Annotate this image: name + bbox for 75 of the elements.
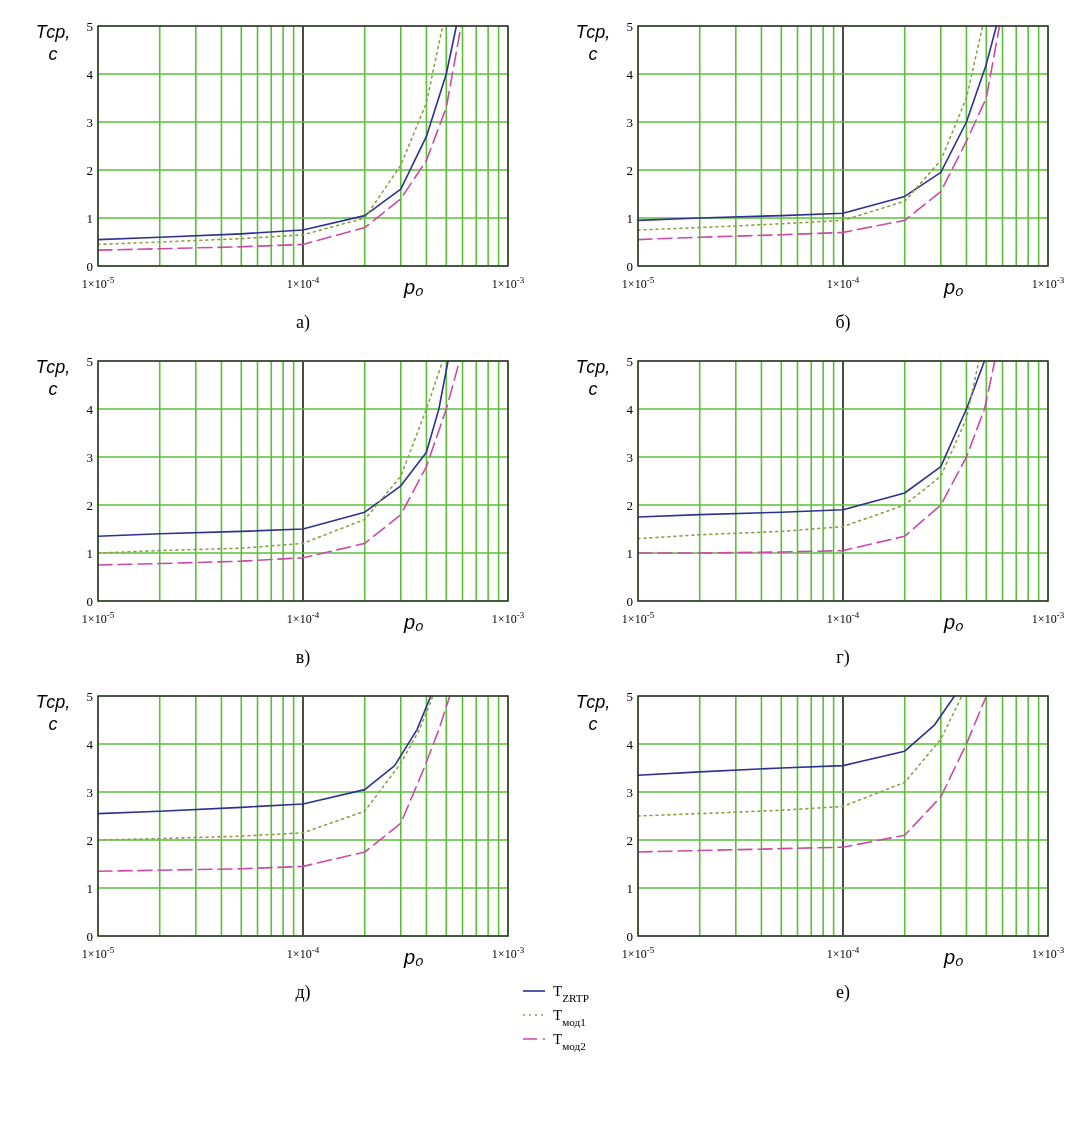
x-tick-label: 1×10$^{-3}$	[1031, 945, 1065, 961]
text: в)	[295, 647, 311, 668]
x-tick-label: 1×10$^{-3}$	[1031, 610, 1065, 626]
y-tick-label: 0	[86, 593, 93, 609]
y-tick-label: 3	[86, 449, 93, 465]
x-tick-label: 1×10$^{-5}$	[81, 275, 115, 291]
y-tick-label: 4	[626, 736, 634, 752]
y-tick-label: 2	[626, 162, 633, 178]
y-tick-label: 4	[86, 401, 94, 417]
y-tick-label: 2	[626, 497, 633, 513]
y-tick-label: 1	[626, 545, 633, 561]
y-tick-label: 0	[626, 258, 633, 274]
y-tick-label: 4	[86, 736, 94, 752]
x-axis-title: p₀	[942, 946, 964, 968]
y-axis-title: Тср, с	[575, 22, 611, 64]
y-tick-label: 1	[626, 880, 633, 896]
x-tick-label: 1×10$^{-4}$	[826, 610, 860, 626]
x-tick-label: 1×10$^{-4}$	[826, 275, 860, 291]
x-tick-label: 1×10$^{-4}$	[286, 610, 320, 626]
y-tick-label: 2	[626, 832, 633, 848]
y-tick-label: 0	[86, 928, 93, 944]
text: а)	[296, 312, 310, 333]
y-axis-title: Тср, с	[35, 692, 71, 734]
x-tick-label: 1×10$^{-5}$	[621, 945, 655, 961]
y-tick-label: 2	[86, 162, 93, 178]
x-axis-title: p₀	[402, 946, 424, 968]
y-tick-label: 4	[626, 401, 634, 417]
text: д)	[295, 982, 311, 1003]
text: б)	[835, 312, 851, 333]
y-tick-label: 1	[626, 210, 633, 226]
y-tick-label: 1	[86, 880, 93, 896]
y-tick-label: 3	[86, 114, 93, 130]
x-tick-label: 1×10$^{-5}$	[621, 610, 655, 626]
y-tick-label: 5	[86, 18, 93, 34]
x-tick-label: 1×10$^{-5}$	[81, 610, 115, 626]
y-tick-label: 1	[86, 210, 93, 226]
x-axis-title: p₀	[942, 611, 964, 633]
y-tick-label: 5	[626, 18, 633, 34]
y-tick-label: 5	[86, 688, 93, 704]
x-tick-label: 1×10$^{-5}$	[81, 945, 115, 961]
y-tick-label: 0	[86, 258, 93, 274]
y-tick-label: 3	[626, 784, 633, 800]
y-tick-label: 0	[626, 593, 633, 609]
x-tick-label: 1×10$^{-3}$	[1031, 275, 1065, 291]
x-axis-title: p₀	[402, 611, 424, 633]
x-tick-label: 1×10$^{-3}$	[491, 610, 525, 626]
x-tick-label: 1×10$^{-4}$	[286, 945, 320, 961]
x-tick-label: 1×10$^{-4}$	[286, 275, 320, 291]
y-axis-title: Тср, с	[575, 692, 611, 734]
x-tick-label: 1×10$^{-4}$	[826, 945, 860, 961]
y-tick-label: 4	[86, 66, 94, 82]
x-tick-label: 1×10$^{-3}$	[491, 945, 525, 961]
y-tick-label: 2	[86, 497, 93, 513]
x-axis-title: p₀	[402, 276, 424, 298]
y-tick-label: 3	[86, 784, 93, 800]
y-tick-label: 5	[626, 688, 633, 704]
text: г)	[836, 647, 850, 668]
legend-label: T$_{мод2}$	[553, 1031, 586, 1053]
y-tick-label: 5	[626, 353, 633, 369]
y-axis-title: Тср, с	[35, 22, 71, 64]
y-tick-label: 1	[86, 545, 93, 561]
x-axis-title: p₀	[942, 276, 964, 298]
y-axis-title: Тср, с	[35, 357, 71, 399]
y-axis-title: Тср, с	[575, 357, 611, 399]
text: е)	[836, 982, 850, 1003]
x-tick-label: 1×10$^{-3}$	[491, 275, 525, 291]
y-tick-label: 3	[626, 449, 633, 465]
legend-label: T$_{ZRTP}$	[553, 983, 590, 1005]
y-tick-label: 2	[86, 832, 93, 848]
y-tick-label: 3	[626, 114, 633, 130]
legend-label: T$_{мод1}$	[553, 1007, 586, 1029]
x-tick-label: 1×10$^{-5}$	[621, 275, 655, 291]
y-tick-label: 5	[86, 353, 93, 369]
y-tick-label: 4	[626, 66, 634, 82]
y-tick-label: 0	[626, 928, 633, 944]
